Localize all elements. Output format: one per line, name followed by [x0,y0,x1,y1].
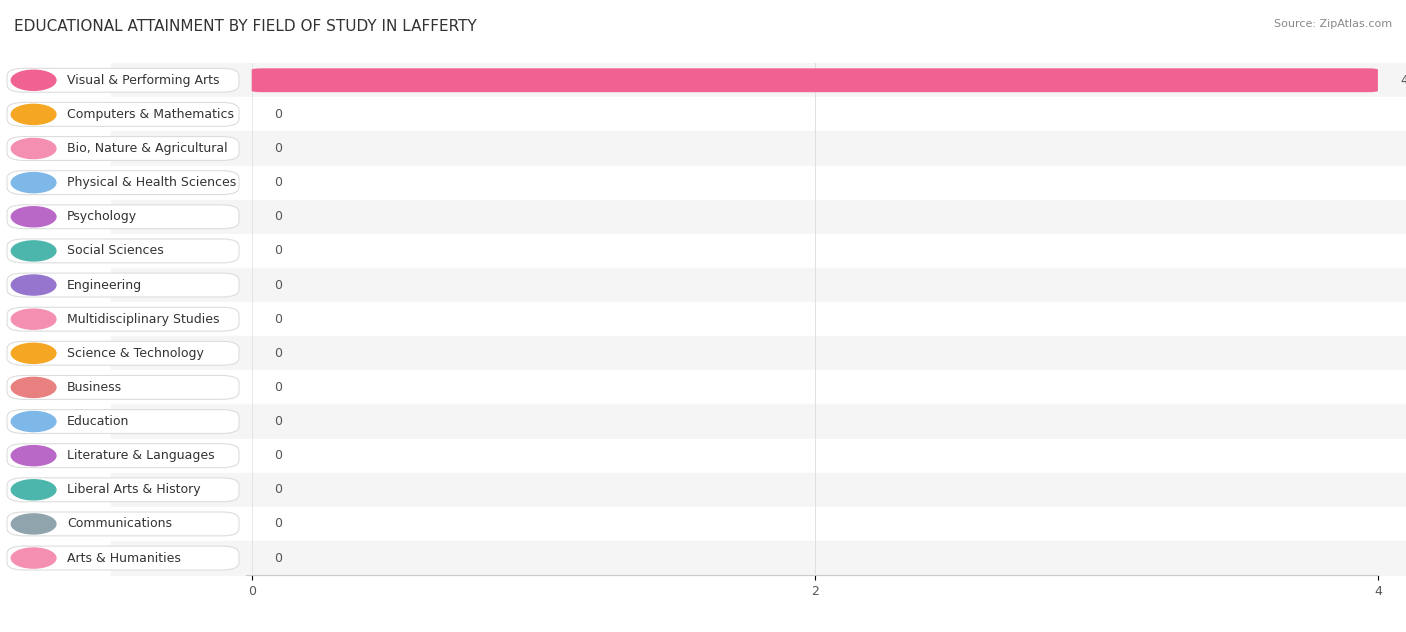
Text: 0: 0 [274,245,283,257]
Bar [111,439,1406,473]
Text: Arts & Humanities: Arts & Humanities [67,552,181,564]
Bar [111,166,1406,200]
Bar [111,63,1406,97]
Bar [111,404,1406,439]
Text: Social Sciences: Social Sciences [67,245,165,257]
Bar [111,200,1406,234]
Text: Source: ZipAtlas.com: Source: ZipAtlas.com [1274,19,1392,29]
Bar [111,234,1406,268]
Bar [111,302,1406,336]
Text: Education: Education [67,415,129,428]
Bar [111,268,1406,302]
Bar [111,97,1406,131]
Text: 0: 0 [274,552,283,564]
Text: Multidisciplinary Studies: Multidisciplinary Studies [67,313,219,325]
Text: Visual & Performing Arts: Visual & Performing Arts [67,74,219,87]
Text: 0: 0 [274,108,283,121]
Bar [111,507,1406,541]
Text: 0: 0 [274,483,283,496]
Text: Bio, Nature & Agricultural: Bio, Nature & Agricultural [67,142,228,155]
Text: Science & Technology: Science & Technology [67,347,204,360]
Text: Psychology: Psychology [67,210,138,223]
Bar [111,473,1406,507]
Bar [111,370,1406,404]
Text: Engineering: Engineering [67,279,142,291]
Text: 0: 0 [274,415,283,428]
Text: Physical & Health Sciences: Physical & Health Sciences [67,176,236,189]
Text: Computers & Mathematics: Computers & Mathematics [67,108,235,121]
Bar [111,336,1406,370]
Text: 0: 0 [274,142,283,155]
Text: 0: 0 [274,347,283,360]
Text: Business: Business [67,381,122,394]
Text: 0: 0 [274,313,283,325]
FancyBboxPatch shape [252,68,1378,92]
Text: EDUCATIONAL ATTAINMENT BY FIELD OF STUDY IN LAFFERTY: EDUCATIONAL ATTAINMENT BY FIELD OF STUDY… [14,19,477,34]
Text: Liberal Arts & History: Liberal Arts & History [67,483,201,496]
Bar [111,131,1406,166]
Text: 4: 4 [1400,74,1406,87]
Text: Literature & Languages: Literature & Languages [67,449,215,462]
Text: 0: 0 [274,518,283,530]
Bar [111,541,1406,575]
Text: 0: 0 [274,449,283,462]
Text: Communications: Communications [67,518,172,530]
Text: 0: 0 [274,176,283,189]
Text: 0: 0 [274,210,283,223]
Text: 0: 0 [274,279,283,291]
Text: 0: 0 [274,381,283,394]
